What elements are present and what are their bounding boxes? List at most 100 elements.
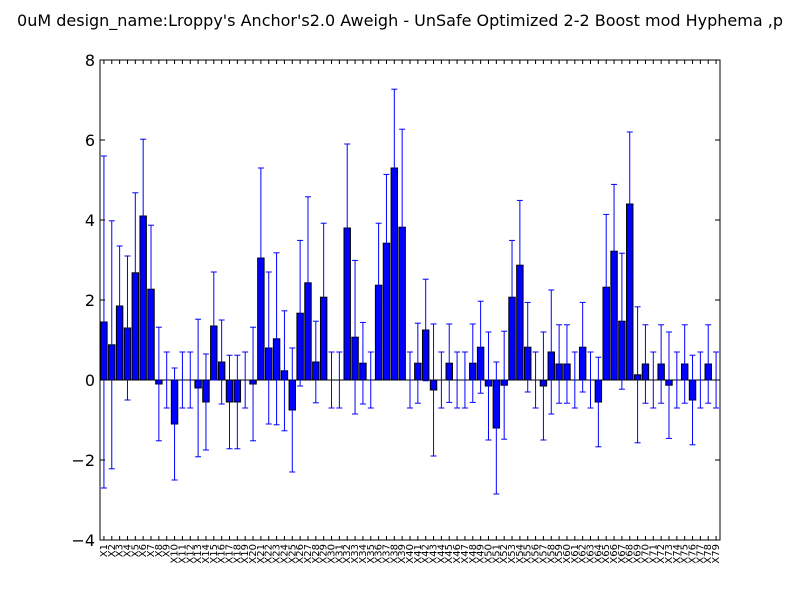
x-tick-label: X77 xyxy=(695,544,706,564)
x-tick-label: X51 xyxy=(491,544,502,564)
x-tick-label: X57 xyxy=(538,544,549,564)
error-bar-X10 xyxy=(171,367,178,481)
y-tick-label: −4 xyxy=(71,531,95,550)
error-bar-X71 xyxy=(650,351,657,409)
x-tick-label: X68 xyxy=(625,544,636,564)
error-bar-X23 xyxy=(273,252,280,426)
x-tick-label: X9 xyxy=(162,544,173,557)
error-bar-X45 xyxy=(446,323,453,403)
error-bar-X7 xyxy=(148,224,155,354)
y-tick-label: 0 xyxy=(85,371,95,390)
x-tick-label: X79 xyxy=(711,544,722,564)
x-tick-label: X23 xyxy=(272,544,283,564)
error-bar-X50 xyxy=(485,331,492,441)
x-tick-label: X6 xyxy=(138,544,149,557)
x-tick-label: X54 xyxy=(515,544,526,564)
x-tick-label: X19 xyxy=(240,544,251,564)
x-tick-label: X32 xyxy=(342,544,353,564)
x-tick-label: X59 xyxy=(554,544,565,564)
x-tick-label: X41 xyxy=(413,544,424,564)
error-bar-X42 xyxy=(422,278,429,382)
error-bar-X6 xyxy=(140,138,147,294)
error-bar-X9 xyxy=(163,351,170,409)
x-tick-label: X55 xyxy=(523,544,534,564)
x-tick-label: X29 xyxy=(319,544,330,564)
error-bar-X17 xyxy=(226,354,233,450)
x-tick-label: X64 xyxy=(593,544,604,564)
plot-frame xyxy=(99,59,721,541)
error-bar-X67 xyxy=(618,252,625,390)
x-tick-label: X26 xyxy=(295,544,306,564)
x-tick-label: X3 xyxy=(115,544,126,557)
x-tick-label: X72 xyxy=(656,544,667,564)
error-bar-X56 xyxy=(532,351,539,409)
y-tick-label: 4 xyxy=(85,211,95,230)
error-bar-X38 xyxy=(391,88,398,248)
x-tick-label: X27 xyxy=(303,544,314,564)
x-tick-label: X60 xyxy=(562,544,573,564)
error-bar-X29 xyxy=(320,222,327,372)
error-bar-X24 xyxy=(281,310,288,432)
x-tick-label: X22 xyxy=(264,544,275,564)
x-tick-label: X42 xyxy=(421,544,432,564)
error-bar-X77 xyxy=(697,351,704,409)
x-tick-label: X30 xyxy=(327,544,338,564)
x-tick-label: X37 xyxy=(381,544,392,564)
error-bar-X40 xyxy=(407,351,413,409)
error-bar-X19 xyxy=(242,351,249,409)
error-bar-X35 xyxy=(367,351,374,409)
error-bar-X72 xyxy=(658,324,665,404)
error-bar-X78 xyxy=(705,324,712,404)
x-tick-label: X66 xyxy=(609,544,620,564)
x-tick-label: X76 xyxy=(688,544,699,564)
error-bars-layer xyxy=(100,88,720,495)
error-bar-X44 xyxy=(438,351,445,409)
x-tick-label: X52 xyxy=(499,544,510,564)
error-bar-X11 xyxy=(179,351,186,409)
error-bar-X57 xyxy=(540,331,547,441)
x-tick-label: X36 xyxy=(374,544,385,564)
x-tick-label: X44 xyxy=(436,544,447,564)
error-bar-X49 xyxy=(477,300,484,394)
x-tick-label: X65 xyxy=(601,544,612,564)
x-tick-label: X2 xyxy=(107,544,118,557)
error-bar-X15 xyxy=(210,271,217,381)
x-tick-label: X24 xyxy=(279,544,290,564)
error-bar-X32 xyxy=(344,143,351,313)
error-bar-X66 xyxy=(611,183,618,319)
x-tick-label: X34 xyxy=(358,544,369,564)
x-tick-label: X63 xyxy=(586,544,597,564)
error-bar-X39 xyxy=(399,128,406,326)
error-bar-X34 xyxy=(359,321,366,405)
x-tick-label: X21 xyxy=(256,544,267,564)
x-ticks-layer: X1X2X3X4X5X6X7X8X9X10X11X12X13X14X15X16X… xyxy=(99,60,722,564)
error-bar-X31 xyxy=(336,351,343,409)
x-tick-label: X67 xyxy=(617,544,628,564)
error-bar-X1 xyxy=(100,155,107,489)
x-tick-label: X61 xyxy=(570,544,581,564)
error-bar-X55 xyxy=(524,301,531,393)
error-bar-X22 xyxy=(265,271,272,425)
error-bar-X37 xyxy=(383,173,390,313)
error-bar-X28 xyxy=(312,320,319,404)
y-ticks-layer: −4 −2 0 2 4 6 8 xyxy=(71,51,720,550)
error-bar-X25 xyxy=(289,347,296,473)
x-tick-label: X62 xyxy=(578,544,589,564)
error-bar-X20 xyxy=(250,326,257,442)
x-tick-label: X8 xyxy=(154,544,165,557)
error-bar-X43 xyxy=(430,323,437,457)
x-tick-label: X53 xyxy=(507,544,518,564)
x-tick-label: X7 xyxy=(146,544,157,557)
x-tick-label: X75 xyxy=(680,544,691,564)
error-bar-X48 xyxy=(469,323,476,403)
chart-title: 0uM design_name:Lroppy's Anchor's2.0 Awe… xyxy=(17,11,783,31)
x-tick-label: X18 xyxy=(232,544,243,564)
error-bar-X16 xyxy=(218,319,225,405)
error-bar-X13 xyxy=(195,318,202,458)
y-tick-label: 2 xyxy=(85,291,95,310)
x-tick-label: X4 xyxy=(122,544,133,557)
error-bar-X68 xyxy=(626,131,633,277)
x-tick-label: X39 xyxy=(397,544,408,564)
y-tick-label: −2 xyxy=(71,451,95,470)
error-bar-X74 xyxy=(673,351,680,409)
